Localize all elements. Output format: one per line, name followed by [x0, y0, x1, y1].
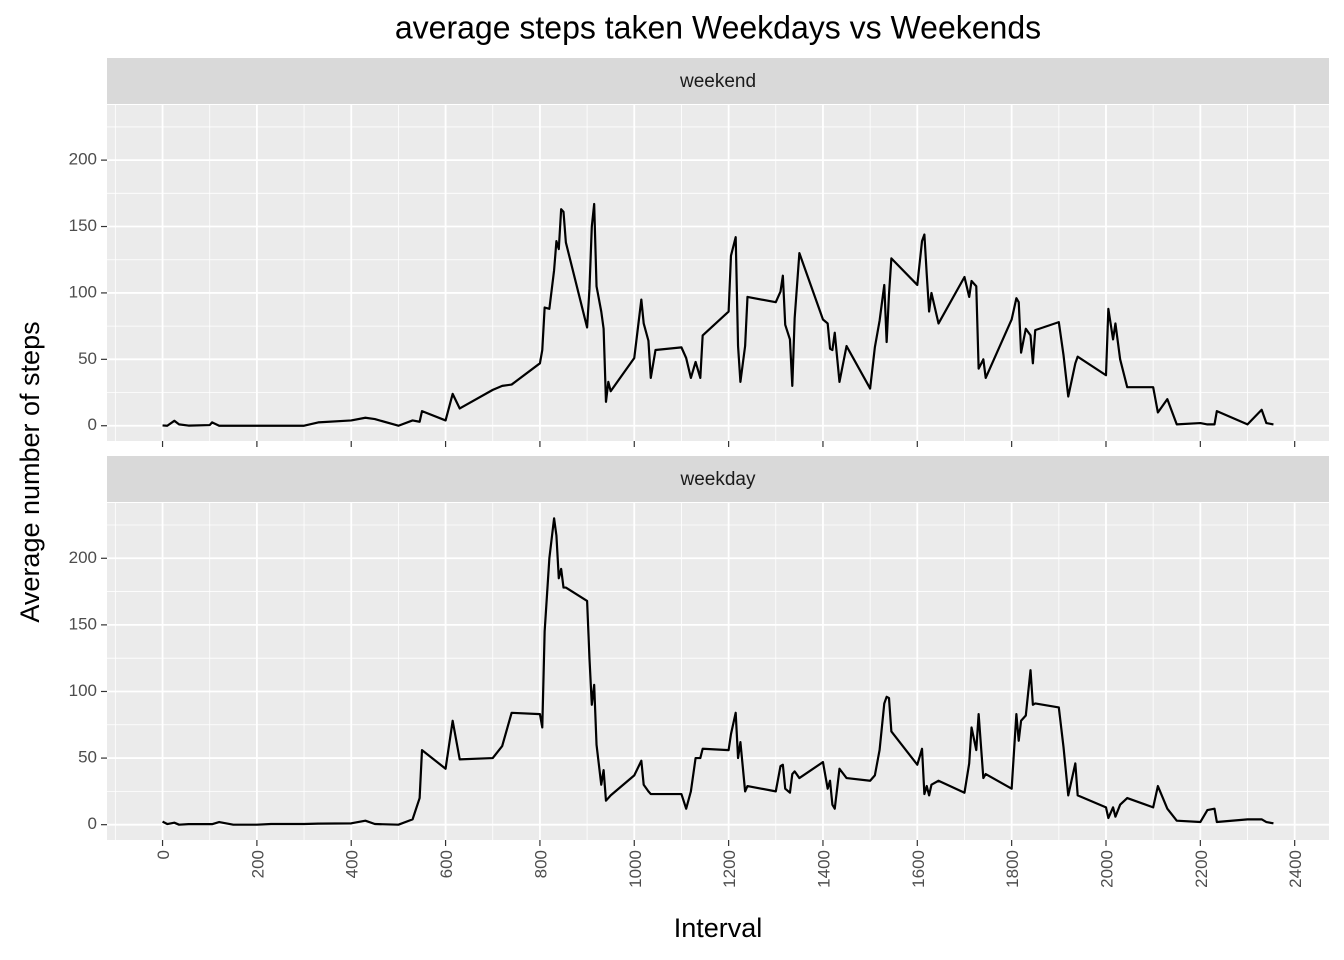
- y-tick-label: 150: [69, 614, 97, 633]
- x-tick-label: 1200: [720, 850, 739, 888]
- x-tick-label: 600: [437, 850, 456, 878]
- chart-title: average steps taken Weekdays vs Weekends: [395, 9, 1041, 45]
- strip-background: [107, 456, 1329, 502]
- panel-background: [107, 105, 1329, 441]
- y-tick-label: 100: [69, 282, 97, 301]
- data-line: [162, 202, 1274, 427]
- panel-background: [107, 503, 1329, 840]
- x-tick-label: 400: [343, 850, 362, 878]
- strip-background: [107, 58, 1329, 104]
- y-tick-label: 50: [78, 748, 97, 767]
- y-tick-label: 0: [88, 814, 97, 833]
- x-axis-title: Interval: [674, 913, 763, 943]
- x-tick-label: 1400: [814, 850, 833, 888]
- x-tick-label: 1600: [909, 850, 928, 888]
- data-line: [162, 517, 1274, 826]
- y-tick-label: 200: [69, 548, 97, 567]
- x-tick-label: 2000: [1097, 850, 1116, 888]
- strip-label: weekend: [679, 71, 756, 92]
- x-tick-label: 2200: [1192, 850, 1211, 888]
- y-tick-label: 0: [88, 415, 97, 434]
- y-tick-label: 200: [69, 150, 97, 169]
- y-tick-label: 50: [78, 349, 97, 368]
- y-axis-title: Average number of steps: [15, 321, 45, 622]
- x-tick-label: 2400: [1286, 850, 1305, 888]
- y-tick-label: 150: [69, 216, 97, 235]
- x-tick-label: 1800: [1003, 850, 1022, 888]
- x-tick-label: 200: [248, 850, 267, 878]
- strip-label: weekday: [680, 469, 756, 490]
- x-tick-label: 1000: [626, 850, 645, 888]
- x-tick-label: 0: [154, 850, 173, 859]
- y-tick-label: 100: [69, 681, 97, 700]
- x-tick-label: 800: [531, 850, 550, 878]
